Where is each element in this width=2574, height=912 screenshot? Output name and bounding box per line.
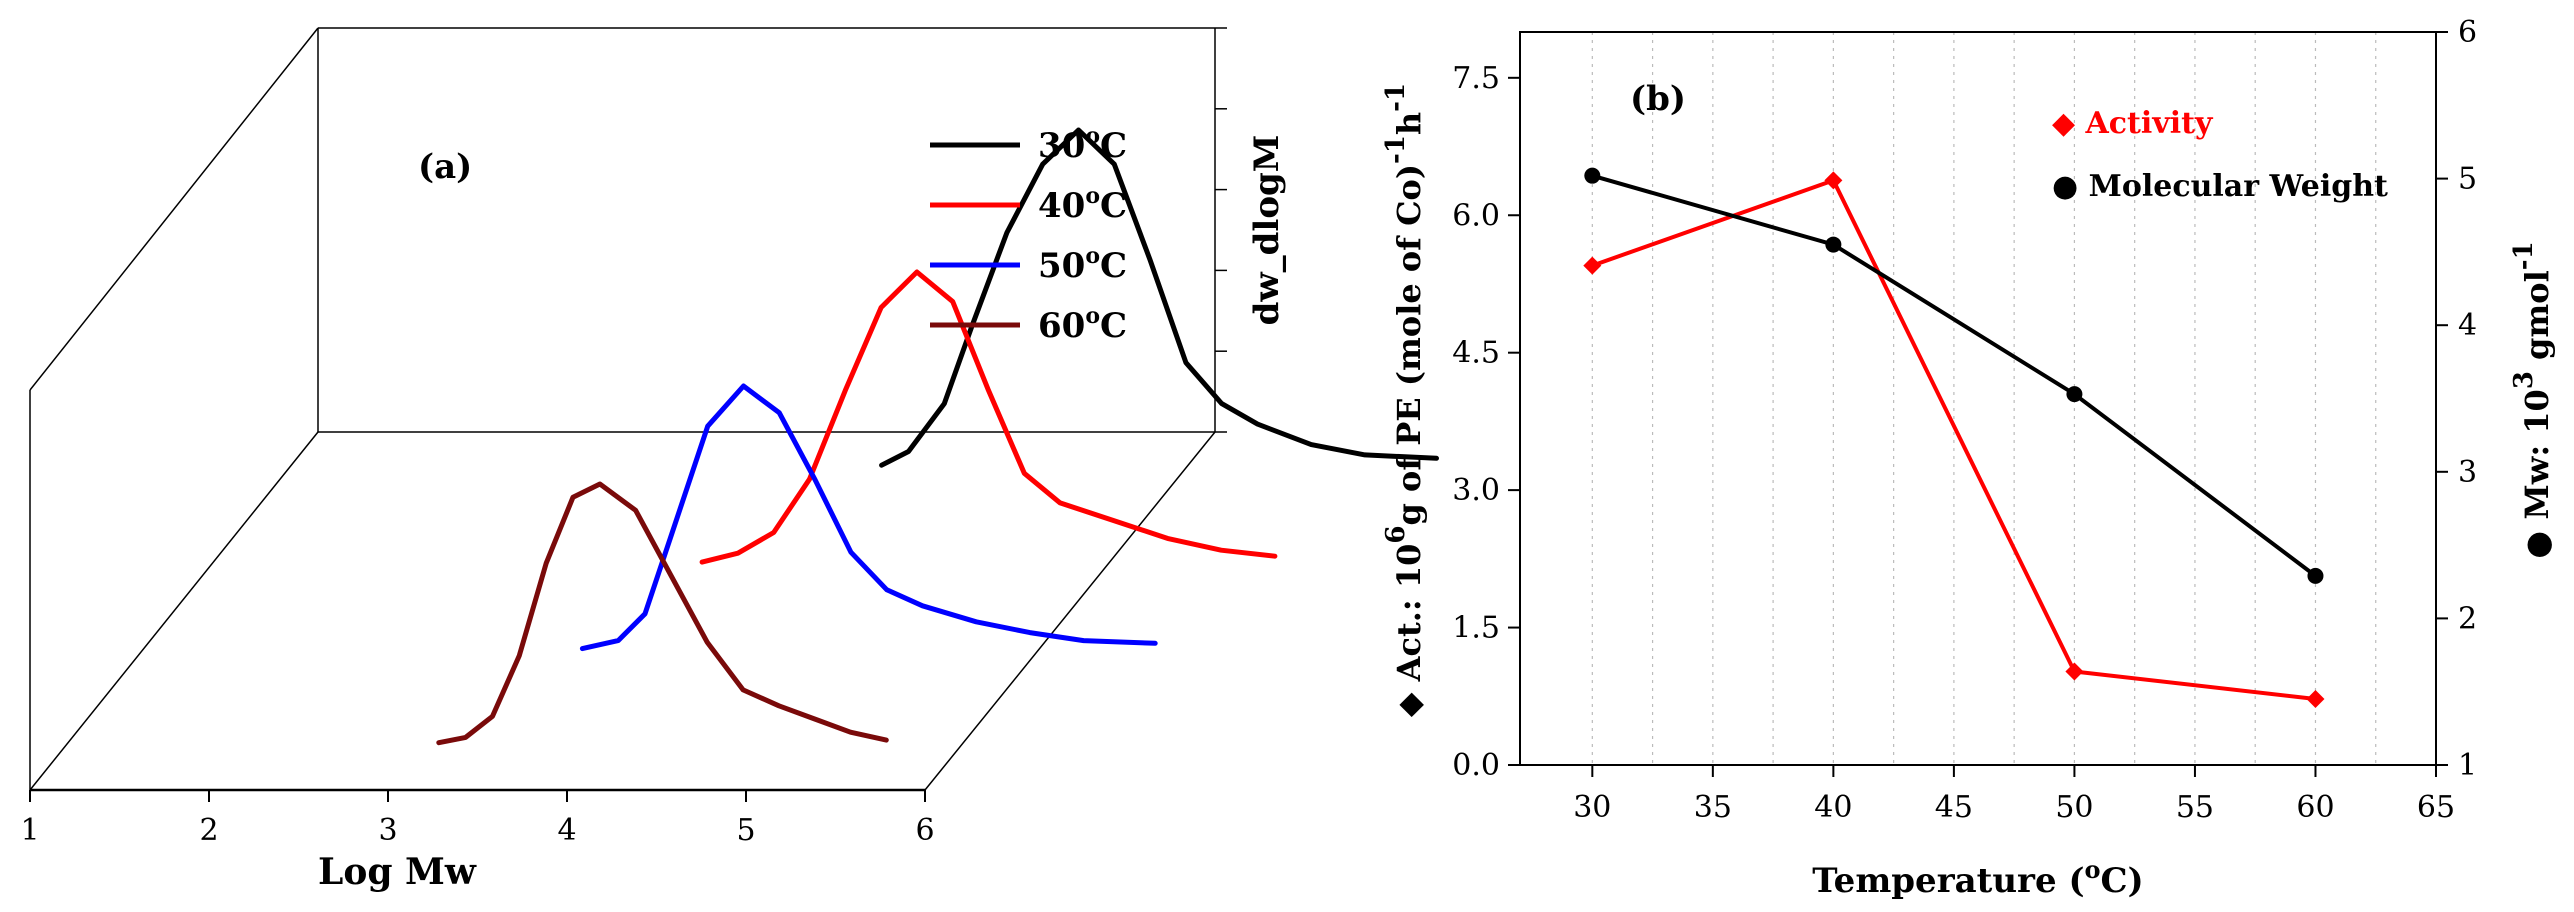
b-series [1583,167,2325,709]
b-point-molecular-weight-3 [2307,567,2324,584]
a-x-axis-title: Log Mw [318,851,477,893]
a-x-tick-label-1: 2 [199,813,218,848]
panel-a-frame [29,27,1216,791]
a-legend-label-50: 50oC [1038,243,1127,286]
a-x-tick-label-2: 3 [378,813,397,848]
a-curve-30 [879,127,1439,468]
panel-a: 1 2 3 4 5 6 (a) Log Mw dw_dlogM 30oC 40oC 50oC 6… [20,27,1439,893]
b-point-activity-2 [2065,662,2084,681]
b-point-activity-0 [1583,256,1602,275]
b-point-activity-1 [1824,171,1843,190]
b-y-right-axis-title: ● Mw: 103 gmol-1 [2509,241,2556,558]
b-x-tick-label-6: 60 [2296,790,2334,825]
b-x-ticks: 30 35 40 45 50 55 60 65 [1573,765,2455,825]
a-legend-label-30: 30oC [1038,123,1127,166]
b-yr-tick-label-3: 4 [2458,308,2477,343]
a-x-tick-label-4: 5 [736,813,755,848]
b-line-molecular-weight [1591,173,2317,578]
a-x-tick-label-3: 4 [557,813,576,848]
a-curve-60 [436,481,889,746]
a-curve-40 [699,269,1278,565]
b-legend-label-molecular-weight: ● Molecular Weight [2052,169,2388,204]
b-y-right-ticks: 1 2 3 4 5 6 [2436,15,2477,783]
b-yl-tick-label-0: 0.0 [1452,748,1500,783]
a-z-axis-title: dw_dlogM [1247,135,1287,326]
b-x-tick-label-1: 35 [1694,790,1732,825]
b-yl-tick-label-4: 6.0 [1452,198,1500,233]
a-z-ticks [1215,27,1227,433]
b-point-molecular-weight-2 [2066,386,2083,403]
b-x-tick-label-7: 65 [2417,790,2455,825]
b-plot-frame [1519,31,2437,766]
b-gridlines [1591,32,2437,765]
b-x-axis-title: Temperature (oC) [1812,855,2143,901]
b-x-tick-label-5: 55 [2176,790,2214,825]
b-yl-tick-label-5: 7.5 [1452,61,1500,96]
a-curves [436,127,1439,746]
b-point-molecular-weight-1 [1825,236,1842,253]
panel-b-label: (b) [1630,79,1686,119]
b-point-activity-3 [2306,690,2325,709]
b-yl-tick-label-3: 4.5 [1452,336,1500,371]
a-legend-label-40: 40oC [1038,183,1127,226]
b-line-activity [1591,177,2316,701]
a-curve-50 [579,383,1158,652]
a-x-tick-label-0: 1 [20,813,39,848]
a-x-ticks: 1 2 3 4 5 6 [20,790,935,848]
panel-b: 30 35 40 45 50 55 60 65 0.01.53.04.56.07.5 1234… [1381,15,2556,901]
b-legend-label-activity: ◆ Activity [2052,106,2214,141]
b-yr-tick-label-5: 6 [2458,15,2477,50]
a-right-floor-diagonal [924,431,1216,791]
panel-a-label: (a) [418,147,472,187]
b-yr-tick-label-2: 3 [2458,455,2477,490]
a-left-floor-diagonal [29,431,319,791]
b-y-left-axis-title: ◆ Act.: 106g of PE (mole of Co)-1h-1 [1381,83,1428,717]
b-x-tick-label-0: 30 [1573,790,1611,825]
b-yr-tick-label-4: 5 [2458,162,2477,197]
a-legend: 30oC 40oC 50oC 60oC [930,123,1127,346]
a-legend-label-60: 60oC [1038,303,1127,346]
b-yl-tick-label-2: 3.0 [1452,473,1500,508]
b-yr-tick-label-0: 1 [2458,748,2477,783]
a-x-tick-label-5: 6 [915,813,934,848]
b-legend: ◆ Activity ● Molecular Weight [2052,106,2388,204]
b-x-tick-label-2: 40 [1814,790,1852,825]
b-y-left-ticks: 0.0 1.5 3.0 4.5 6.0 7.5 [1452,61,1520,783]
b-point-molecular-weight-0 [1584,167,1601,184]
b-yl-tick-label-1: 1.5 [1452,611,1500,646]
b-x-tick-label-4: 50 [2055,790,2093,825]
a-top-left-diagonal [29,27,319,391]
b-yr-tick-label-1: 2 [2458,601,2477,636]
b-x-tick-label-3: 45 [1935,790,1973,825]
